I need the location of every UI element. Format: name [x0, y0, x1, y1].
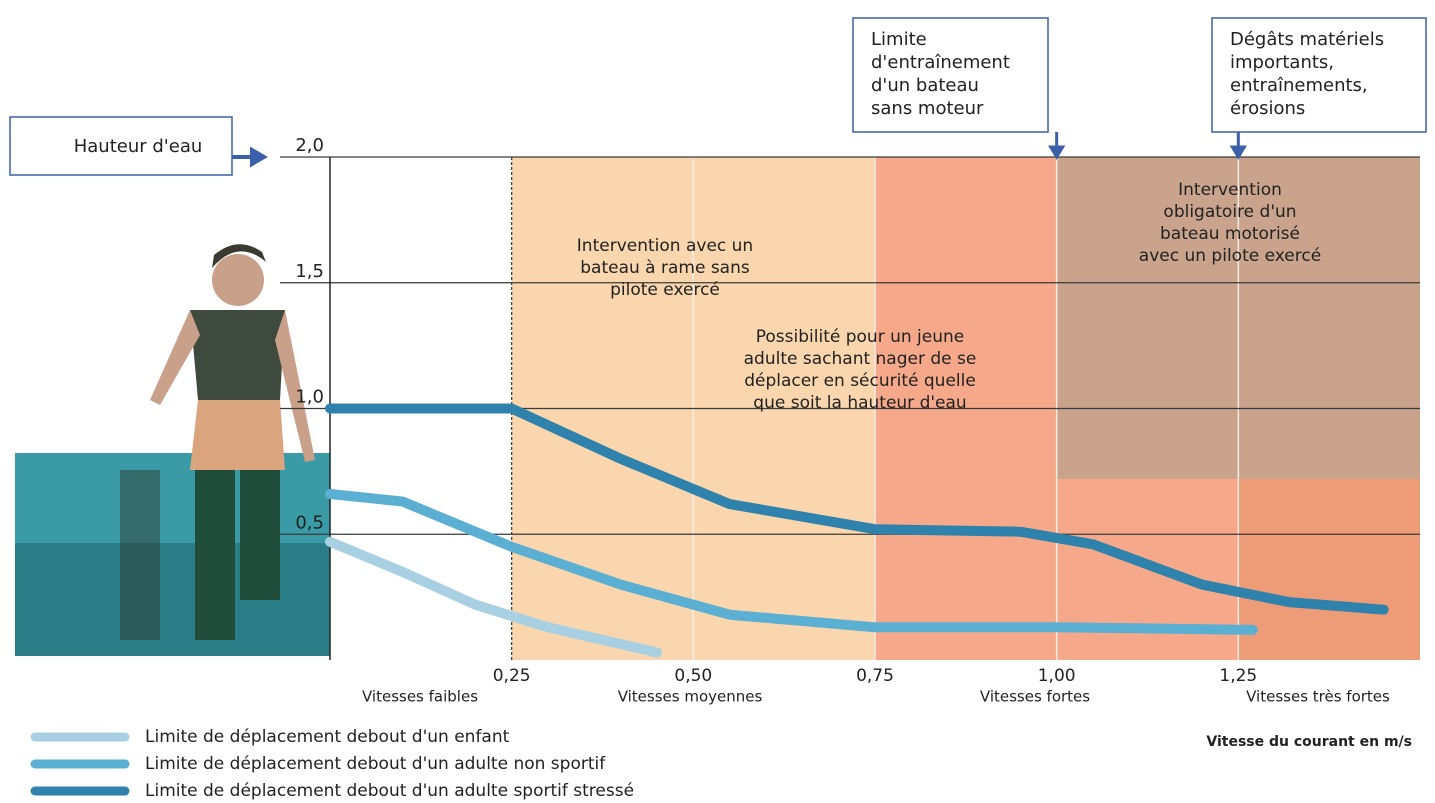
speed-class: Vitesses fortes	[980, 688, 1090, 706]
x-tick-label: 0,25	[493, 666, 531, 686]
marker-text: d'un bateau	[871, 75, 979, 96]
marker-text: érosions	[1230, 98, 1305, 119]
y-tick-label: 2,0	[295, 135, 324, 156]
y-tick-label: 0,5	[295, 512, 324, 533]
annotation: Intervention avec un	[577, 236, 753, 256]
speed-class: Vitesses faibles	[362, 688, 478, 706]
speed-class: Vitesses moyennes	[618, 688, 763, 706]
legend-label: Limite de déplacement debout d'un enfant	[145, 727, 510, 747]
x-tick-label: 0,50	[674, 666, 712, 686]
annotation: Possibilité pour un jeune	[756, 327, 964, 347]
x-tick-label: 0,75	[856, 666, 894, 686]
marker-text: importants,	[1230, 52, 1334, 73]
y-axis-label: Hauteur d'eau	[74, 136, 203, 157]
marker-text: entraînements,	[1230, 75, 1368, 96]
marker-text: Dégâts matériels	[1230, 29, 1384, 50]
y-tick-label: 1,0	[295, 387, 324, 408]
marker-box	[1211, 17, 1427, 133]
series-line	[325, 403, 1389, 615]
marker-text: Limite	[871, 29, 927, 50]
marker-arrow	[1229, 132, 1247, 160]
series-line	[325, 489, 1258, 635]
annotation: obligatoire d'un	[1163, 202, 1296, 222]
x-tick-label: 1,00	[1038, 666, 1076, 686]
figure-illustration	[15, 244, 330, 656]
annotation: Intervention	[1178, 180, 1282, 200]
marker-box	[852, 17, 1049, 133]
annotation: que soit la hauteur d'eau	[753, 393, 966, 413]
legend-label: Limite de déplacement debout d'un adulte…	[145, 754, 606, 774]
plot-area	[280, 156, 1420, 660]
annotation: bateau motorisé	[1160, 224, 1300, 244]
annotation: déplacer en sécurité quelle	[744, 371, 976, 391]
marker-text: sans moteur	[871, 98, 984, 119]
annotation: bateau à rame sans	[580, 258, 750, 278]
marker-text: d'entraînement	[871, 52, 1010, 73]
annotation: adulte sachant nager de se	[744, 349, 977, 369]
annotation: pilote exercé	[610, 280, 720, 300]
y-tick-label: 1,5	[295, 261, 324, 282]
legend-label: Limite de déplacement debout d'un adulte…	[145, 781, 634, 801]
y-label-arrow	[232, 146, 268, 168]
x-axis-label: Vitesse du courant en m/s	[1206, 734, 1412, 750]
series-line	[325, 536, 662, 658]
x-tick-label: 1,25	[1219, 666, 1257, 686]
marker-arrow	[1048, 132, 1066, 160]
speed-class: Vitesses très fortes	[1246, 688, 1390, 706]
y-label-box	[9, 116, 233, 176]
annotation: avec un pilote exercé	[1139, 246, 1321, 266]
